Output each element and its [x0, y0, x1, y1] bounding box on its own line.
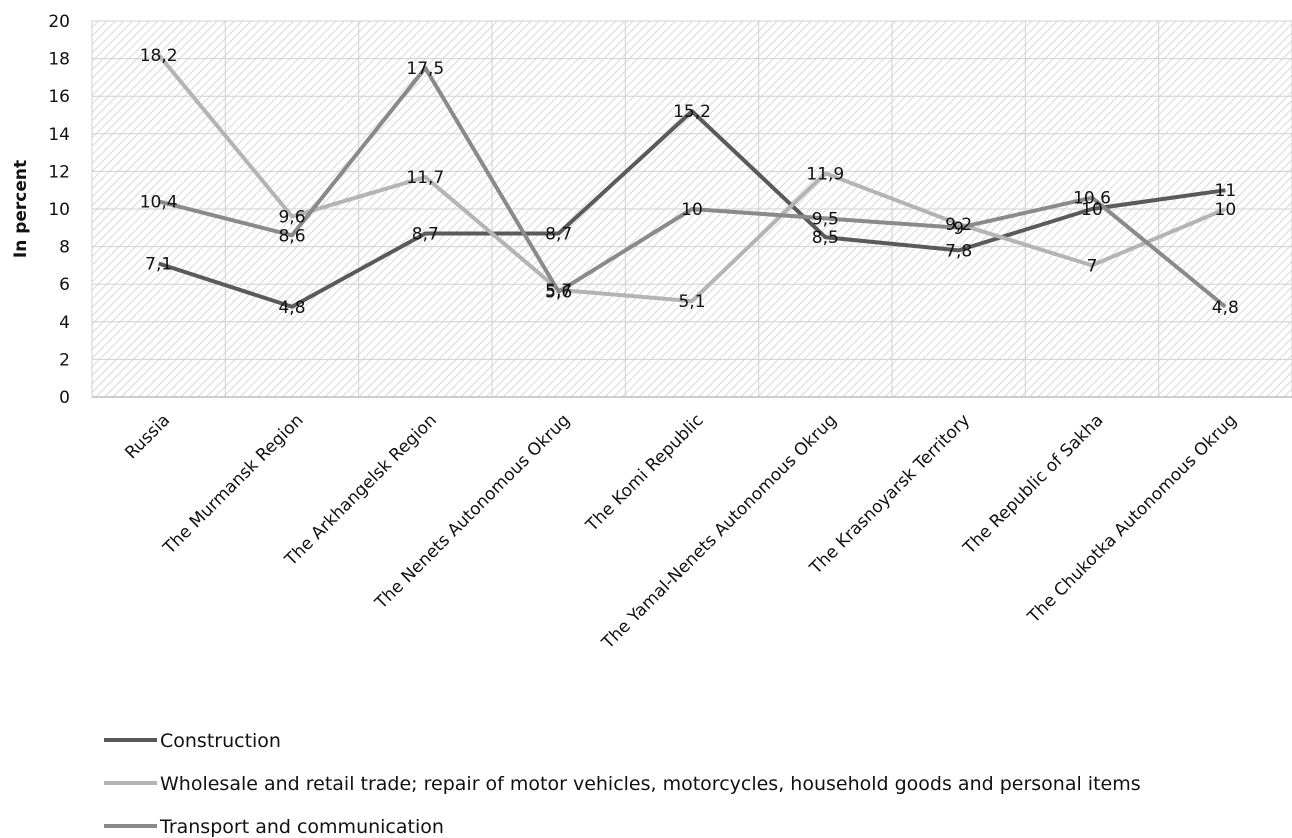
data-label: 5,7: [545, 281, 572, 301]
data-labels: 7,14,88,7 8,715,28,57,8101118,29,611,75,7…: [140, 46, 1239, 318]
x-tick-label: The Komi Republic: [582, 410, 708, 536]
y-tick-label: 6: [59, 275, 70, 295]
data-label: 9: [953, 219, 964, 239]
data-label: 17,5: [406, 59, 444, 79]
data-label: 4,8: [1212, 298, 1239, 318]
data-label: 10,4: [140, 192, 178, 212]
data-label: 9,5: [812, 209, 839, 229]
data-label: 11: [1215, 181, 1237, 201]
data-label: 7,8: [945, 241, 972, 261]
y-tick-label: 16: [48, 87, 70, 107]
y-tick-label: 10: [48, 200, 70, 220]
y-tick-label: 14: [48, 125, 70, 145]
data-label: 4,8: [278, 298, 305, 318]
legend-label: Transport and communication: [159, 816, 444, 838]
data-label: 11,9: [806, 164, 844, 184]
data-label: 9,2: [945, 215, 972, 235]
legend-label: Construction: [160, 730, 281, 752]
data-label: 8,6: [278, 226, 305, 246]
series-line-3: [158, 66, 1227, 309]
gridlines: [91, 20, 1292, 398]
data-label: 18,2: [140, 46, 178, 66]
x-tick-label: The Yamal-Nenets Autonomous Okrug: [598, 410, 841, 653]
data-label: 5,6: [545, 283, 572, 303]
data-label: 11,7: [406, 168, 444, 188]
y-tick-label: 20: [48, 12, 70, 32]
data-label: 10: [1081, 200, 1103, 220]
data-label: 8,7: [545, 224, 572, 244]
data-label: 10,6: [1073, 189, 1111, 209]
y-tick-label: 12: [48, 162, 70, 182]
data-label: 15,2: [673, 102, 711, 122]
y-tick-label: 4: [59, 313, 70, 333]
data-label: 10: [681, 200, 703, 220]
data-label: 9,6: [278, 208, 305, 228]
y-axis-title: In percent: [11, 160, 31, 258]
series-line-2: [157, 53, 1227, 304]
series-group: [157, 53, 1227, 309]
y-axis: 0 2 4 6 8 10 12 14 16 18 20: [48, 12, 70, 408]
data-label: 7,1: [145, 255, 172, 275]
data-label: 8,5: [812, 228, 839, 248]
y-tick-label: 8: [59, 238, 70, 258]
x-tick-label: Russia: [121, 410, 174, 463]
legend-label: Wholesale and retail trade; repair of mo…: [160, 773, 1141, 795]
x-tick-label: The Chukotka Autonomous Okrug: [1023, 410, 1240, 627]
legend: Construction Wholesale and retail trade; …: [104, 730, 1141, 838]
y-tick-label: 18: [48, 50, 70, 70]
data-label: 5,1: [678, 292, 705, 312]
y-tick-label: 2: [59, 350, 70, 370]
series-line-1: [158, 109, 1226, 309]
y-tick-label: 0: [59, 388, 70, 408]
data-label: 8,7: [412, 224, 439, 244]
x-tick-label: The Krasnoyarsk Territory: [805, 410, 974, 579]
data-label: 10: [1215, 200, 1237, 220]
x-tick-label: The Republic of Sakha: [959, 410, 1108, 559]
x-tick-label: The Arkhangelsk Region: [281, 410, 441, 570]
data-label: 7: [1087, 256, 1098, 276]
x-tick-label: The Murmansk Region: [159, 410, 308, 559]
